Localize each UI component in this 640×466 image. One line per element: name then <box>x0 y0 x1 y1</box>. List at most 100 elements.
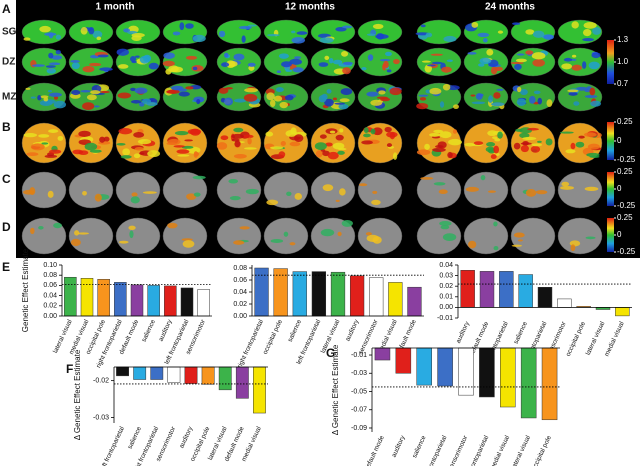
brain-patch <box>247 62 256 67</box>
row-label: MZ <box>2 92 16 103</box>
brain-patch <box>192 66 198 71</box>
brain-patch <box>291 30 296 34</box>
brain-patch <box>41 142 49 145</box>
bar <box>114 282 127 317</box>
brain-patch <box>48 92 62 97</box>
brain-patch <box>490 66 498 75</box>
bar <box>116 366 129 377</box>
brain-patch <box>196 98 201 105</box>
brain-patch <box>47 90 53 93</box>
brain-patch <box>582 38 595 42</box>
colorbar <box>607 40 614 84</box>
brain-patch <box>131 32 145 38</box>
brain-patch <box>147 150 161 158</box>
colorbar-tick-label: -0.25 <box>617 155 636 164</box>
brain-patch <box>284 94 294 101</box>
brain-patch <box>194 152 200 157</box>
panel-letter: G <box>326 346 335 360</box>
bar <box>97 279 110 317</box>
brain-patch <box>128 225 136 231</box>
brain-patch <box>162 60 175 67</box>
brain-patch <box>224 52 229 58</box>
brain-patch <box>270 146 284 150</box>
brain-patch <box>363 127 369 134</box>
x-tick-label: auditory <box>391 434 407 459</box>
brain-patch <box>366 33 376 36</box>
brain-patch <box>325 142 333 147</box>
brain-patch <box>341 25 353 29</box>
bar <box>80 278 94 317</box>
brain-patch <box>178 91 190 97</box>
bar <box>437 347 453 387</box>
brain-patch <box>92 30 103 39</box>
brain-patch <box>29 187 36 195</box>
brain-patch <box>45 65 56 68</box>
brain-patch <box>185 23 194 29</box>
bar <box>479 347 495 398</box>
brain <box>263 122 309 164</box>
brain-patch <box>533 90 541 95</box>
brain-patch <box>480 175 486 181</box>
brain-patch <box>583 132 597 137</box>
brain-patch <box>337 231 342 237</box>
brain-patch <box>517 239 523 242</box>
x-tick-label: salience <box>513 320 530 345</box>
brain-patch <box>467 51 477 55</box>
brain-patch <box>335 199 340 202</box>
colorbar-tick-label: -0.25 <box>617 247 636 256</box>
x-tick-label: auditory <box>455 320 471 345</box>
brain <box>357 19 403 45</box>
brain-patch <box>294 193 303 200</box>
brain-patch <box>587 143 600 150</box>
brain-patch <box>471 21 479 28</box>
brain-patch <box>117 64 129 69</box>
brain-patch <box>433 129 444 134</box>
brain-patch <box>512 22 521 25</box>
brain-patch <box>270 99 276 108</box>
x-tick-label: salience <box>127 425 144 450</box>
bar <box>518 274 533 308</box>
brain-patch <box>99 136 106 143</box>
x-tick-label: right frontoparietal <box>236 318 265 369</box>
brain-patch <box>185 55 198 60</box>
brain-patch <box>432 147 446 152</box>
brain-patch <box>573 101 580 106</box>
brain-patch <box>319 37 334 44</box>
brain-patch <box>429 132 441 137</box>
x-tick-label: medial visual <box>603 320 625 358</box>
brain-patch <box>130 196 140 204</box>
brain-patch <box>358 183 368 187</box>
brain-patch <box>582 28 592 37</box>
brain-patch <box>379 58 391 62</box>
brain-patch <box>324 98 334 107</box>
brain-patch <box>139 152 145 155</box>
brain-patch <box>380 97 391 102</box>
y-tick-label: 0.06 <box>233 277 247 284</box>
brain-patch <box>511 244 523 247</box>
brain-patch <box>266 92 275 101</box>
brain-patch <box>233 127 244 133</box>
brain-patch <box>339 188 346 196</box>
y-tick-label: 0.06 <box>43 282 57 289</box>
y-tick-label: -0.03 <box>93 414 109 421</box>
brain-patch <box>279 101 289 109</box>
brain-patch <box>335 26 347 32</box>
y-tick-label: 0.03 <box>439 272 453 279</box>
brain-patch <box>39 25 51 33</box>
brain-patch <box>220 135 229 141</box>
y-tick-label: 0.02 <box>233 301 247 308</box>
brain-patch <box>318 94 327 103</box>
brain-patch <box>440 225 450 230</box>
brain-patch <box>342 67 351 75</box>
brain-patch <box>276 70 282 74</box>
brain-patch <box>486 49 494 56</box>
bar <box>235 366 249 399</box>
colorbar-tick-label: 0.25 <box>617 167 633 176</box>
brain-patch <box>130 87 136 92</box>
brain-patch <box>233 240 245 245</box>
brain-patch <box>527 127 539 131</box>
brain-patch <box>223 97 234 106</box>
bar <box>253 366 266 414</box>
brain-patch <box>48 52 54 59</box>
brain-patch <box>248 65 255 71</box>
